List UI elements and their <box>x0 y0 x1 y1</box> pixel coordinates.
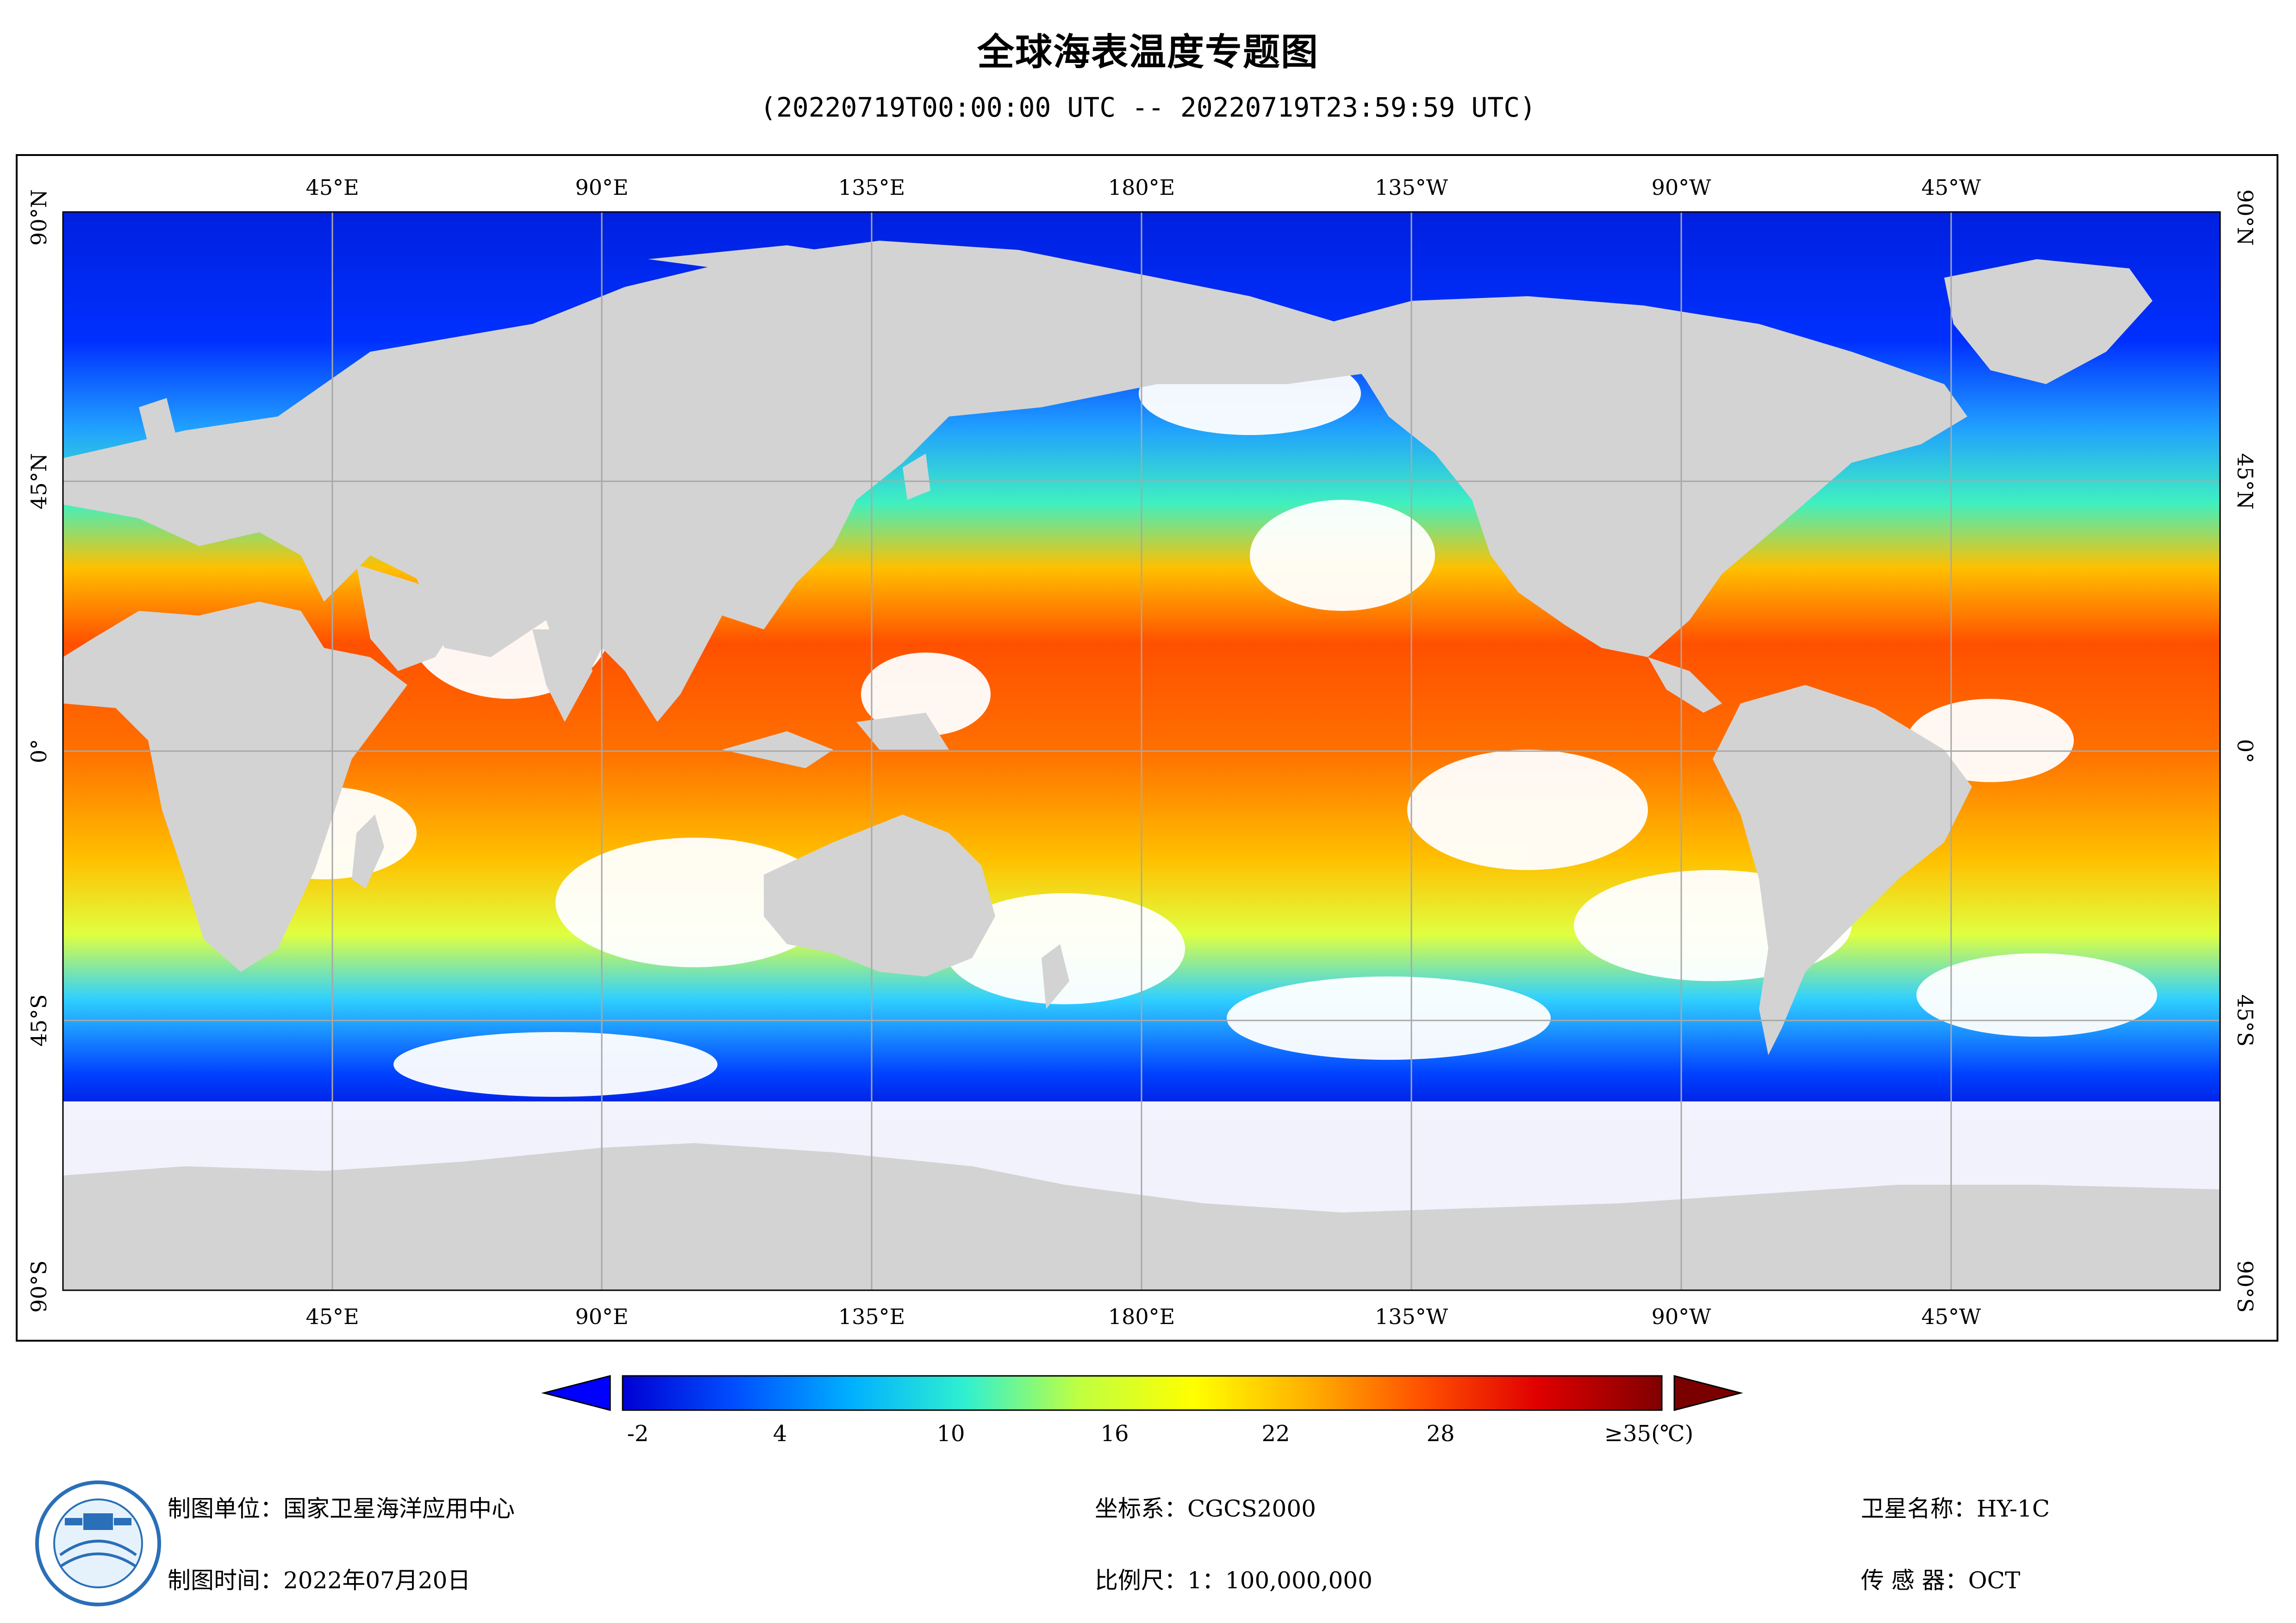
map-time: 制图时间：2022年07月20日 <box>168 1567 471 1594</box>
lon-tick-bot-5: 90°W <box>1651 1304 1711 1329</box>
satellite-name: 卫星名称：HY-1C <box>1861 1495 2050 1522</box>
colorbar-label-0: -2 <box>627 1421 649 1447</box>
colorbar-label-6: ≥35(℃) <box>1604 1421 1694 1447</box>
colorbar-label-3: 16 <box>1100 1421 1129 1447</box>
lat-tick-left-1: 45°N <box>26 453 51 510</box>
colorbar-under-arrow <box>541 1375 611 1411</box>
lat-tick-left-3: 45°S <box>26 994 51 1047</box>
lon-tick-bot-2: 135°E <box>838 1304 905 1329</box>
lon-tick-top-3: 180°E <box>1108 175 1175 200</box>
map-scale: 比例尺：1：100,000,000 <box>1095 1567 1373 1594</box>
lat-tick-left-0: 90°N <box>26 189 51 246</box>
lat-tick-left-2: 0° <box>26 739 51 764</box>
lon-tick-top-6: 45°W <box>1921 175 1981 200</box>
lon-tick-bot-4: 135°W <box>1374 1304 1448 1329</box>
colorbar-label-5: 28 <box>1426 1421 1455 1447</box>
lon-tick-top-1: 90°E <box>575 175 629 200</box>
lon-tick-bot-3: 180°E <box>1108 1304 1175 1329</box>
lat-tick-right-3: 45°S <box>2233 994 2258 1047</box>
page-title: 全球海表温度专题图 <box>977 31 1319 74</box>
sensor-name: 传 感 器：OCT <box>1861 1567 2021 1594</box>
colorbar-label-2: 10 <box>936 1421 965 1447</box>
colorbar-over-arrow <box>1673 1375 1743 1411</box>
lon-tick-bot-6: 45°W <box>1921 1304 1981 1329</box>
nsoas-logo <box>35 1480 161 1606</box>
lat-tick-right-0: 90°N <box>2233 189 2258 246</box>
lon-tick-top-2: 135°E <box>838 175 905 200</box>
graticule <box>63 212 2220 1290</box>
map-frame <box>16 154 2278 1342</box>
colorbar <box>541 1375 1743 1411</box>
lat-tick-right-1: 45°N <box>2233 453 2258 510</box>
map-org: 制图单位：国家卫星海洋应用中心 <box>168 1495 515 1522</box>
lon-tick-bot-1: 90°E <box>575 1304 629 1329</box>
lon-tick-bot-0: 45°E <box>306 1304 359 1329</box>
lat-tick-right-4: 90°S <box>2233 1260 2258 1313</box>
colorbar-label-4: 22 <box>1261 1421 1290 1447</box>
colorbar-ramp <box>622 1375 1663 1411</box>
lon-tick-top-4: 135°W <box>1374 175 1448 200</box>
lon-tick-top-0: 45°E <box>306 175 359 200</box>
lon-tick-top-5: 90°W <box>1651 175 1711 200</box>
lat-tick-left-4: 90°S <box>26 1260 51 1313</box>
coordinate-system: 坐标系：CGCS2000 <box>1095 1495 1316 1522</box>
time-range-subtitle: (20220719T00:00:00 UTC -- 20220719T23:59… <box>760 92 1536 123</box>
map-border <box>62 211 2221 1291</box>
lat-tick-right-2: 0° <box>2233 739 2258 764</box>
colorbar-label-1: 4 <box>773 1421 787 1447</box>
